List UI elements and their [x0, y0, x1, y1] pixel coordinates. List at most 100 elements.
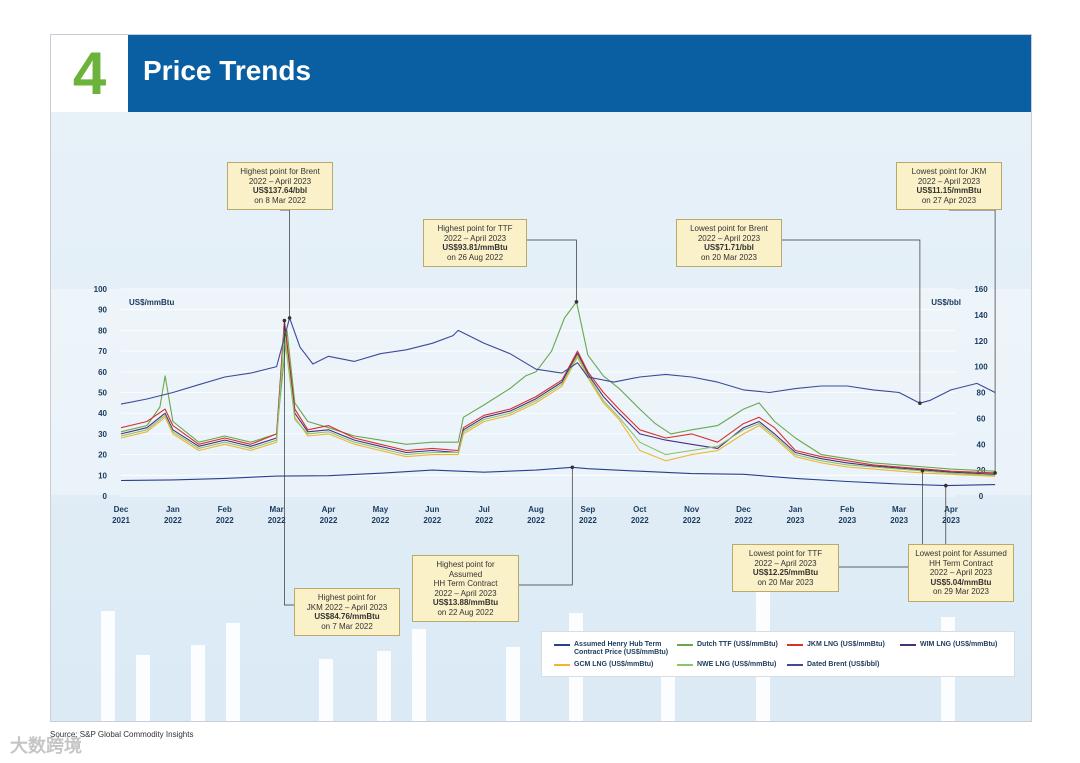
- y-right-tick-label: 80: [977, 389, 986, 398]
- y-left-tick-label: 30: [98, 430, 107, 439]
- x-tick-year: 2022: [735, 516, 753, 525]
- x-tick-month: Mar: [892, 505, 906, 514]
- x-tick-month: Mar: [270, 505, 284, 514]
- callout-leader-hh-high-dot: [570, 465, 575, 470]
- callout-leader-jkm-low: [949, 209, 996, 473]
- x-tick-year: 2022: [320, 516, 338, 525]
- x-tick-year: 2023: [786, 516, 804, 525]
- legend-item-dutch-ttf: Dutch TTF (US$/mmBtu): [677, 641, 778, 649]
- section-number-box: 4: [51, 35, 128, 112]
- series-line-gcm-lng-us-mmbtu: [120, 329, 996, 477]
- x-tick-month: May: [373, 505, 389, 514]
- y-left-tick-label: 10: [98, 471, 107, 480]
- page-title: Price Trends: [143, 55, 312, 86]
- callout-leader-brent-low: [782, 239, 921, 404]
- callout-leader-jkm-low-dot: [993, 471, 997, 475]
- callout-leader-ttf-high: [527, 239, 577, 302]
- callout-leader-jkm-high: [284, 320, 294, 606]
- series-line-wim-lng-us-mmbtu: [120, 325, 996, 475]
- x-tick-year: 2022: [268, 516, 286, 525]
- y-left-tick-label: 80: [98, 326, 107, 335]
- callout-ttf-high: Highest point for TTF 2022 – April 2023 U…: [423, 219, 527, 267]
- chart-band: [51, 289, 1031, 495]
- callout-leader-ttf-high-dot: [574, 300, 579, 304]
- x-tick-month: Apr: [944, 505, 958, 514]
- callout-jkm-low: Lowest point for JKM 2022 – April 2023 US…: [896, 162, 1002, 210]
- callout-leader-brent-low-dot: [918, 401, 922, 406]
- y-right-tick-label: 0: [979, 492, 984, 501]
- price-chart: 0102030405060708090100020406080100120140…: [94, 209, 997, 606]
- y-left-tick-label: 0: [103, 492, 108, 501]
- x-tick-year: 2022: [371, 516, 389, 525]
- x-tick-month: Dec: [736, 505, 751, 514]
- x-tick-year: 2022: [475, 516, 493, 525]
- x-tick-month: Jan: [788, 505, 802, 514]
- legend-item-nwe: NWE LNG (US$/mmBtu): [677, 661, 776, 669]
- x-tick-year: 2022: [216, 516, 234, 525]
- callout-jkm-high: Highest point for JKM 2022 – April 2023 U…: [294, 588, 400, 636]
- x-tick-year: 2023: [942, 516, 960, 525]
- y-left-tick-label: 40: [98, 409, 107, 418]
- x-tick-month: Apr: [322, 505, 336, 514]
- legend-item-wim: WIM LNG (US$/mmBtu): [900, 641, 997, 649]
- x-tick-month: Jul: [478, 505, 490, 514]
- x-tick-year: 2022: [164, 516, 182, 525]
- x-tick-year: 2023: [890, 516, 908, 525]
- x-tick-year: 2022: [423, 516, 441, 525]
- legend-item-jkm: JKM LNG (US$/mmBtu): [787, 641, 885, 649]
- series-line-assumed-henry-hub-term-contract-price-us-mmbtu: [120, 466, 996, 487]
- callout-leader-hh-high: [519, 467, 573, 586]
- y-right-tick-label: 60: [977, 414, 986, 423]
- x-tick-year: 2021: [112, 516, 130, 525]
- x-tick-month: Jun: [425, 505, 439, 514]
- x-tick-month: Feb: [840, 505, 854, 514]
- x-tick-year: 2022: [631, 516, 649, 525]
- section-number: 4: [72, 40, 107, 107]
- x-tick-month: Aug: [528, 505, 544, 514]
- header-bar: 4 Price Trends: [51, 35, 1031, 112]
- x-tick-month: Oct: [633, 505, 647, 514]
- callout-leader-brent-high-dot: [287, 316, 292, 320]
- y-right-axis-label: US$/bbl: [931, 298, 961, 307]
- series-line-dated-brent-us-bbl: [120, 317, 996, 405]
- y-left-axis-label: US$/mmBtu: [129, 298, 174, 307]
- y-right-tick-label: 160: [974, 285, 988, 294]
- watermark: 大数跨境: [10, 736, 82, 756]
- callout-leader-jkm-high-dot: [282, 318, 287, 323]
- callout-ttf-low: Lowest point for TTF 2022 – April 2023 US…: [732, 544, 839, 592]
- legend-item-henry-hub: Assumed Henry Hub Term Contract Price (US…: [554, 641, 668, 657]
- callout-leader-brent-high: [280, 209, 290, 318]
- x-tick-month: Jan: [166, 505, 180, 514]
- callout-brent-high: Highest point for Brent 2022 – April 2023…: [227, 162, 333, 210]
- source-note: Source: S&P Global Commodity Insights: [50, 730, 194, 739]
- x-tick-month: Dec: [114, 505, 129, 514]
- y-right-tick-label: 120: [974, 337, 988, 346]
- callout-brent-low: Lowest point for Brent 2022 – April 2023 …: [676, 219, 782, 267]
- callout-leader-ttf-low-dot: [920, 468, 925, 473]
- series-line-nwe-lng-us-mmbtu: [120, 333, 996, 476]
- y-left-tick-label: 60: [98, 368, 107, 377]
- y-left-tick-label: 90: [98, 306, 107, 315]
- infographic-frame: 0 10 20 30 40 50 60 70 80 90 100 0 20 40 60 80 100 120 140…: [50, 34, 1032, 722]
- legend-item-gcm: GCM LNG (US$/mmBtu): [554, 661, 653, 669]
- y-left-tick-label: 100: [94, 285, 108, 294]
- y-right-tick-label: 100: [974, 363, 988, 372]
- callout-hh-low: Lowest point for Assumed HH Term Contract…: [908, 544, 1014, 602]
- y-right-tick-label: 140: [974, 311, 988, 320]
- x-tick-year: 2022: [527, 516, 545, 525]
- callout-hh-high: Highest point for Assumed HH Term Contrac…: [412, 555, 519, 622]
- y-right-tick-label: 40: [977, 440, 986, 449]
- x-tick-year: 2023: [838, 516, 856, 525]
- series-line-jkm-lng-us-mmbtu: [120, 319, 996, 474]
- x-tick-month: Feb: [218, 505, 232, 514]
- y-left-tick-label: 20: [98, 451, 107, 460]
- y-left-tick-label: 50: [98, 389, 107, 398]
- series-line-dutch-ttf-us-mmbtu: [120, 301, 996, 472]
- callout-leader-hh-low-dot: [944, 483, 948, 488]
- x-tick-year: 2022: [683, 516, 701, 525]
- chart-legend: Assumed Henry Hub Term Contract Price (US…: [541, 631, 1015, 677]
- legend-item-dated-brent: Dated Brent (US$/bbl): [787, 661, 879, 669]
- x-tick-year: 2022: [579, 516, 597, 525]
- y-left-tick-label: 70: [98, 347, 107, 356]
- x-tick-month: Sep: [581, 505, 596, 514]
